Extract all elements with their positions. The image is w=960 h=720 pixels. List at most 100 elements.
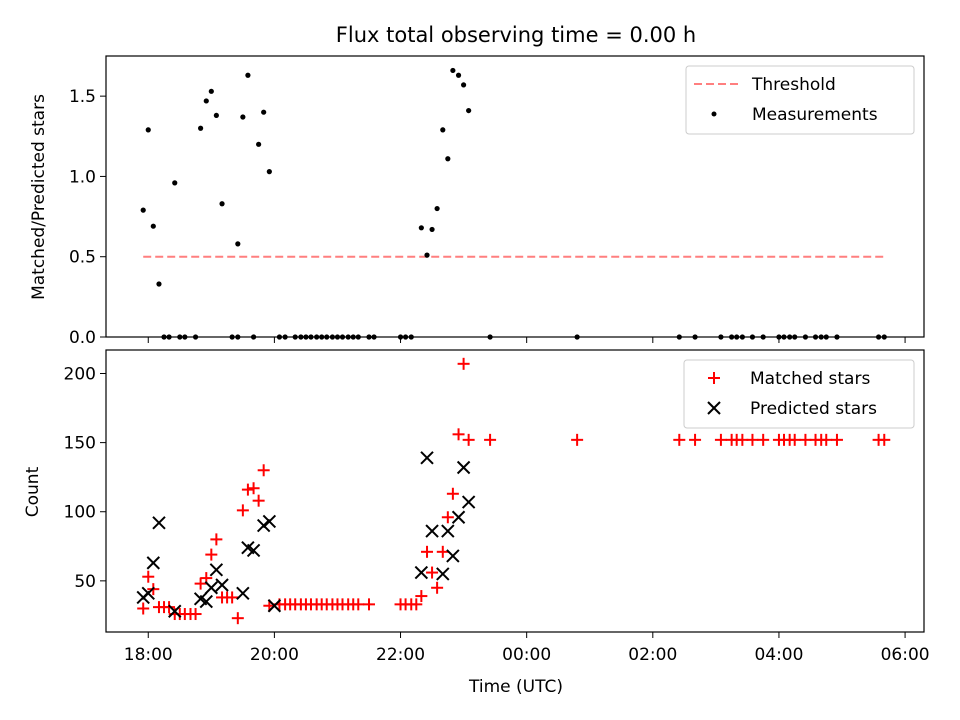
top-legend: Threshold Measurements xyxy=(685,65,915,135)
x-tick-label: 18:00 xyxy=(124,645,173,665)
predicted-stars-point xyxy=(146,556,161,570)
predicted-stars-point xyxy=(267,599,282,613)
matched-stars-point xyxy=(446,487,459,500)
measurement-point xyxy=(145,127,151,133)
matched-stars-point xyxy=(421,545,434,558)
matched-stars-point xyxy=(231,612,244,625)
matched-stars-point xyxy=(142,570,155,583)
matched-legend-swatch xyxy=(708,372,720,384)
predicted-stars-point xyxy=(168,604,182,618)
measurement-point xyxy=(445,156,451,162)
bottom-panel: 18:00 20:00 22:00 00:00 02:00 04:00 06:00 50 100… xyxy=(23,349,930,665)
matched-stars-point xyxy=(673,433,686,446)
x-axis-label: Time (UTC) xyxy=(468,677,563,697)
top-y-tick-label: 1.5 xyxy=(69,87,96,107)
matched-stars-point xyxy=(736,433,749,446)
measurement-point xyxy=(256,141,262,147)
bottom-y-tick-label: 150 xyxy=(64,434,96,454)
matched-stars-point xyxy=(484,433,497,446)
measurement-point xyxy=(140,207,146,213)
measurement-point xyxy=(235,241,241,247)
measurement-point xyxy=(460,82,467,88)
matched-stars-point xyxy=(226,591,239,604)
x-tick-label: 02:00 xyxy=(628,645,677,665)
x-tick-label: 00:00 xyxy=(502,645,551,665)
matched-stars-point xyxy=(714,433,727,446)
measurement-point xyxy=(245,72,251,78)
matched-stars-point xyxy=(436,545,449,558)
predicted-stars-point xyxy=(236,586,250,601)
predicted-stars-point xyxy=(446,549,460,563)
measurement-point xyxy=(213,112,219,119)
measurement-point xyxy=(440,127,446,133)
predicted-stars-point xyxy=(256,518,271,533)
matched-stars-point xyxy=(426,566,439,579)
measurement-point xyxy=(261,109,267,115)
measurement-point xyxy=(434,205,440,212)
measurements-legend-label: Measurements xyxy=(752,105,878,125)
predicted-legend-label: Predicted stars xyxy=(750,399,877,419)
measurement-point xyxy=(266,169,272,175)
matched-stars-point xyxy=(457,357,470,370)
matched-stars-point xyxy=(257,464,270,477)
measurement-point xyxy=(150,223,156,229)
matched-stars-point xyxy=(210,533,223,546)
matched-stars-point xyxy=(441,511,454,524)
top-y-tick-label: 0.0 xyxy=(69,328,96,348)
bottom-legend: Matched stars Predicted stars xyxy=(683,359,915,429)
matched-stars-point xyxy=(788,433,801,446)
matched-stars-point xyxy=(137,602,150,615)
predicted-stars-point xyxy=(436,567,450,581)
matched-stars-point xyxy=(431,581,444,594)
threshold-legend-label: Threshold xyxy=(751,75,836,95)
bottom-axes-frame xyxy=(105,349,925,633)
bottom-plot-area: 18:00 20:00 22:00 00:00 02:00 04:00 06:00 50 100… xyxy=(64,349,930,665)
matched-stars-point xyxy=(236,504,249,517)
measurement-point xyxy=(424,252,430,258)
x-tick-label: 06:00 xyxy=(881,645,930,665)
matched-stars-point xyxy=(878,433,891,446)
predicted-stars-point xyxy=(152,516,166,530)
predicted-stars-point xyxy=(141,586,155,601)
matched-stars-point xyxy=(689,433,702,446)
predicted-stars-point xyxy=(461,495,476,509)
measurement-point xyxy=(156,281,162,287)
measurement-point xyxy=(466,107,472,114)
predicted-stars-point xyxy=(246,543,261,558)
measurement-point xyxy=(203,98,209,104)
matched-stars-point xyxy=(194,577,207,590)
series-predicted-stars xyxy=(136,451,476,618)
predicted-stars-point xyxy=(420,451,434,465)
measurement-point xyxy=(172,180,178,186)
matched-stars-point xyxy=(205,548,218,561)
matched-stars-point xyxy=(241,483,254,496)
top-y-tick-label: 1.0 xyxy=(69,167,96,187)
predicted-stars-point xyxy=(209,563,224,577)
measurement-point xyxy=(219,201,225,207)
matched-stars-point xyxy=(452,428,465,441)
matched-stars-point xyxy=(189,608,202,621)
top-y-axis-label: Matched/Predicted stars xyxy=(29,94,49,300)
x-tick-label: 20:00 xyxy=(250,645,299,665)
predicted-stars-point xyxy=(451,510,466,524)
measurement-point xyxy=(450,67,456,74)
predicted-stars-point xyxy=(204,581,219,595)
bottom-y-tick-label: 200 xyxy=(64,365,96,385)
matched-stars-point xyxy=(462,433,475,446)
matched-stars-point xyxy=(415,590,428,603)
predicted-stars-point xyxy=(215,578,229,592)
matched-stars-point xyxy=(252,494,265,507)
figure-title: Flux total observing time = 0.00 h xyxy=(336,23,696,47)
matched-stars-point xyxy=(163,601,176,614)
matched-stars-point xyxy=(247,482,260,495)
top-panel: 0.0 0.5 1.0 1.5 Matched/Predicted stars Thr… xyxy=(29,55,925,348)
matched-stars-point xyxy=(799,433,812,446)
predicted-stars-point xyxy=(425,524,439,538)
matched-stars-point xyxy=(571,433,584,446)
top-y-tick-label: 0.5 xyxy=(69,248,96,268)
measurement-point xyxy=(429,226,435,233)
predicted-stars-point xyxy=(456,460,471,475)
predicted-stars-point xyxy=(262,514,277,529)
matched-stars-point xyxy=(746,433,759,446)
